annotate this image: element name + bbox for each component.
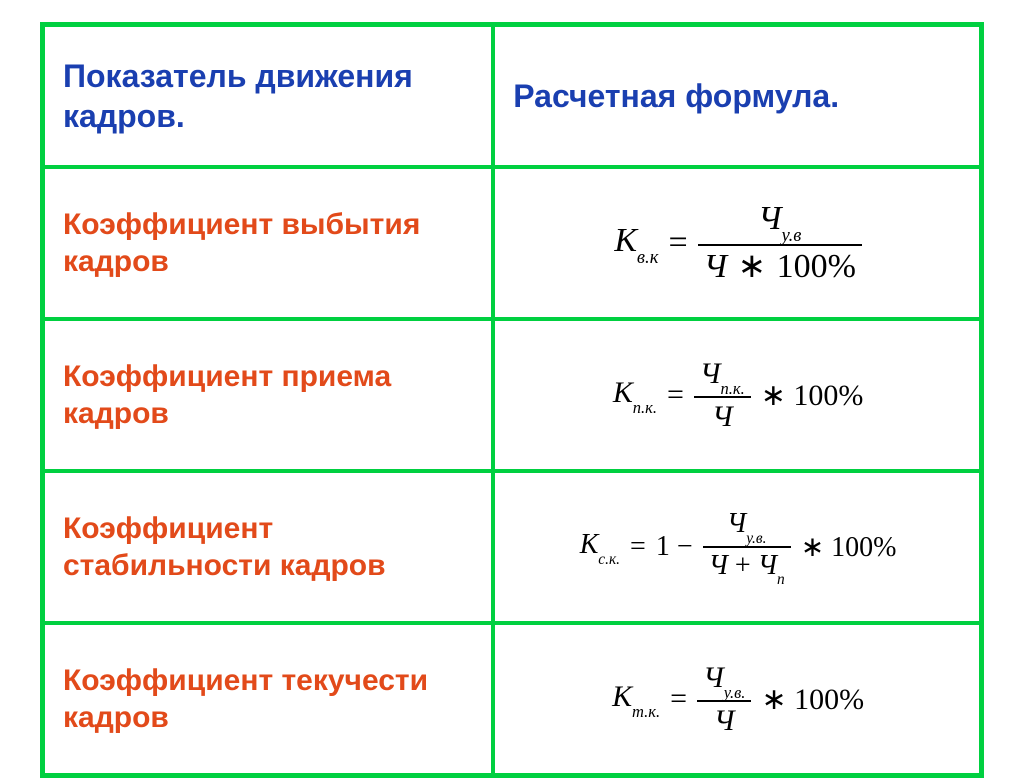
table-row: Коэффициент стабильности кадров Кс.к. = … — [43, 471, 982, 623]
table-row: Коэффициент приема кадров Кп.к. = Чп.к. … — [43, 319, 982, 471]
row-formula-cell: Кт.к. = Чу.в. Ч ∗ 100% — [493, 623, 981, 776]
formula: Кс.к. = 1 − Чу.в. Ч + Чп ∗ 100% — [580, 509, 897, 585]
header-right-text: Расчетная формула. — [513, 76, 963, 116]
formula-table: Показатель движения кадров. Расчетная фо… — [40, 22, 984, 778]
formula: Кв.к = Чу.в Ч ∗ 100% — [614, 201, 862, 285]
row-label-cell: Коэффициент стабильности кадров — [43, 471, 494, 623]
row-formula-cell: Кп.к. = Чп.к. Ч ∗ 100% — [493, 319, 981, 471]
table-row: Коэффициент выбытия кадров Кв.к = Чу.в Ч… — [43, 167, 982, 319]
row-label: Коэффициент стабильности кадров — [63, 510, 475, 585]
row-label-cell: Коэффициент текучести кадров — [43, 623, 494, 776]
row-label: Коэффициент приема кадров — [63, 358, 475, 433]
header-left-text: Показатель движения кадров. — [63, 56, 475, 136]
row-label: Коэффициент выбытия кадров — [63, 206, 475, 281]
row-formula-cell: Кс.к. = 1 − Чу.в. Ч + Чп ∗ 100% — [493, 471, 981, 623]
table-header-row: Показатель движения кадров. Расчетная фо… — [43, 25, 982, 168]
row-label-cell: Коэффициент выбытия кадров — [43, 167, 494, 319]
formula-table-container: Показатель движения кадров. Расчетная фо… — [40, 22, 984, 778]
header-indicator: Показатель движения кадров. — [43, 25, 494, 168]
formula: Кп.к. = Чп.к. Ч ∗ 100% — [613, 358, 864, 433]
row-label: Коэффициент текучести кадров — [63, 662, 475, 737]
formula: Кт.к. = Чу.в. Ч ∗ 100% — [612, 662, 864, 737]
table-row: Коэффициент текучести кадров Кт.к. = Чу.… — [43, 623, 982, 776]
row-label-cell: Коэффициент приема кадров — [43, 319, 494, 471]
row-formula-cell: Кв.к = Чу.в Ч ∗ 100% — [493, 167, 981, 319]
header-formula: Расчетная формула. — [493, 25, 981, 168]
